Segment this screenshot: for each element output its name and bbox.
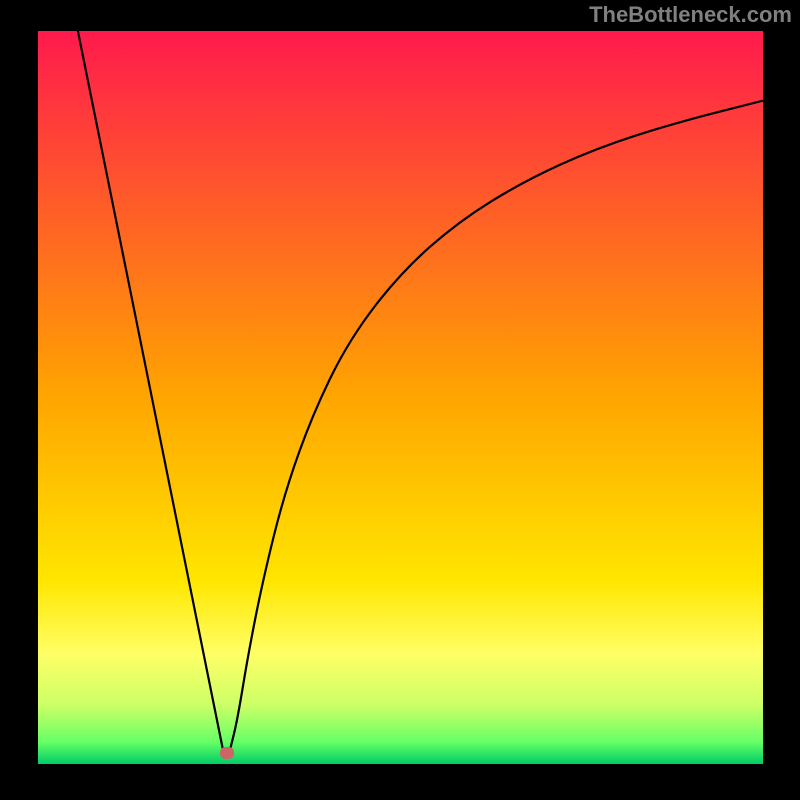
- minimum-marker: [220, 747, 234, 759]
- plot-area: [38, 31, 763, 764]
- watermark-text: TheBottleneck.com: [589, 2, 792, 28]
- curve-path: [78, 31, 763, 749]
- bottleneck-curve: [38, 31, 763, 764]
